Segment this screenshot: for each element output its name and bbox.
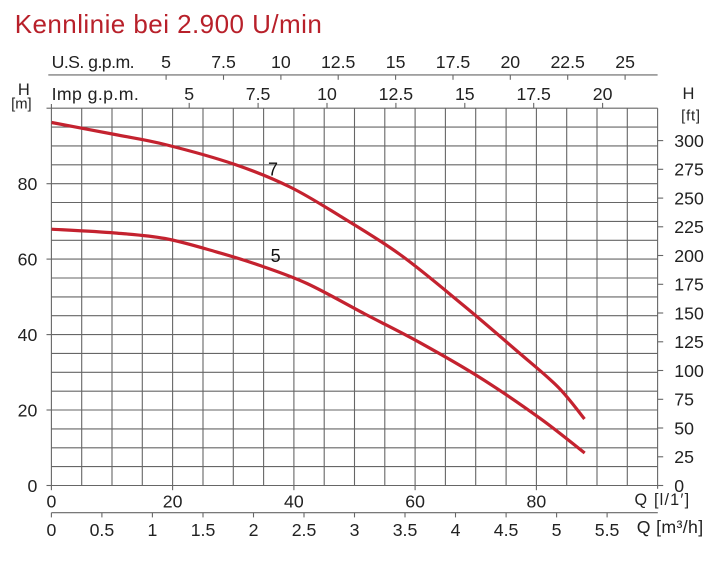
svg-text:125: 125	[674, 332, 704, 352]
svg-text:17.5: 17.5	[516, 84, 551, 104]
svg-text:25: 25	[674, 447, 694, 467]
svg-text:12.5: 12.5	[321, 52, 356, 72]
svg-text:Q [m³/h]: Q [m³/h]	[637, 517, 704, 537]
svg-text:25: 25	[615, 52, 635, 72]
svg-text:0.5: 0.5	[90, 520, 115, 540]
svg-text:2.5: 2.5	[292, 520, 317, 540]
svg-text:5: 5	[161, 52, 171, 72]
svg-text:15: 15	[455, 84, 475, 104]
svg-text:5: 5	[271, 246, 281, 266]
svg-text:15: 15	[386, 52, 406, 72]
svg-text:Kennlinie bei 2.900 U/min: Kennlinie bei 2.900 U/min	[15, 9, 323, 39]
svg-text:20: 20	[500, 52, 520, 72]
svg-text:20: 20	[163, 492, 183, 512]
svg-text:10: 10	[271, 52, 291, 72]
svg-text:7: 7	[268, 159, 278, 179]
svg-text:50: 50	[674, 418, 694, 438]
svg-text:75: 75	[674, 390, 694, 410]
svg-text:U.S. g.p.m.: U.S. g.p.m.	[52, 52, 134, 72]
svg-text:80: 80	[18, 174, 38, 194]
svg-text:1.5: 1.5	[191, 520, 216, 540]
svg-text:80: 80	[527, 492, 547, 512]
svg-text:5.5: 5.5	[595, 520, 620, 540]
svg-text:0: 0	[27, 476, 37, 496]
svg-text:7.5: 7.5	[246, 84, 271, 104]
svg-text:3: 3	[350, 520, 360, 540]
svg-text:Imp g.p.m.: Imp g.p.m.	[52, 84, 140, 104]
svg-text:H: H	[18, 81, 30, 99]
svg-text:H: H	[683, 85, 695, 103]
svg-text:60: 60	[405, 492, 425, 512]
svg-text:20: 20	[593, 84, 613, 104]
svg-text:100: 100	[674, 361, 704, 381]
svg-text:0: 0	[46, 492, 56, 512]
svg-text:60: 60	[18, 249, 38, 269]
svg-text:0: 0	[46, 520, 56, 540]
svg-text:[m]: [m]	[11, 97, 32, 113]
svg-text:5: 5	[184, 84, 194, 104]
svg-text:7.5: 7.5	[211, 52, 236, 72]
svg-text:4: 4	[451, 520, 461, 540]
svg-text:[ft]: [ft]	[681, 109, 701, 125]
svg-text:200: 200	[674, 246, 704, 266]
svg-text:40: 40	[18, 325, 38, 345]
svg-text:175: 175	[674, 275, 704, 295]
svg-text:17.5: 17.5	[436, 52, 471, 72]
svg-text:3.5: 3.5	[393, 520, 418, 540]
svg-text:1: 1	[147, 520, 157, 540]
svg-text:10: 10	[317, 84, 337, 104]
svg-text:2: 2	[249, 520, 259, 540]
svg-text:225: 225	[674, 217, 704, 237]
svg-text:5: 5	[552, 520, 562, 540]
svg-text:12.5: 12.5	[379, 84, 414, 104]
svg-text:0: 0	[674, 476, 684, 496]
svg-text:Q [l/1′]: Q [l/1′]	[635, 491, 691, 509]
svg-text:40: 40	[284, 492, 304, 512]
svg-text:4.5: 4.5	[494, 520, 519, 540]
svg-text:150: 150	[674, 303, 704, 323]
svg-text:275: 275	[674, 160, 704, 180]
svg-text:300: 300	[674, 131, 704, 151]
svg-text:22.5: 22.5	[550, 52, 585, 72]
svg-text:250: 250	[674, 188, 704, 208]
svg-text:20: 20	[18, 400, 38, 420]
